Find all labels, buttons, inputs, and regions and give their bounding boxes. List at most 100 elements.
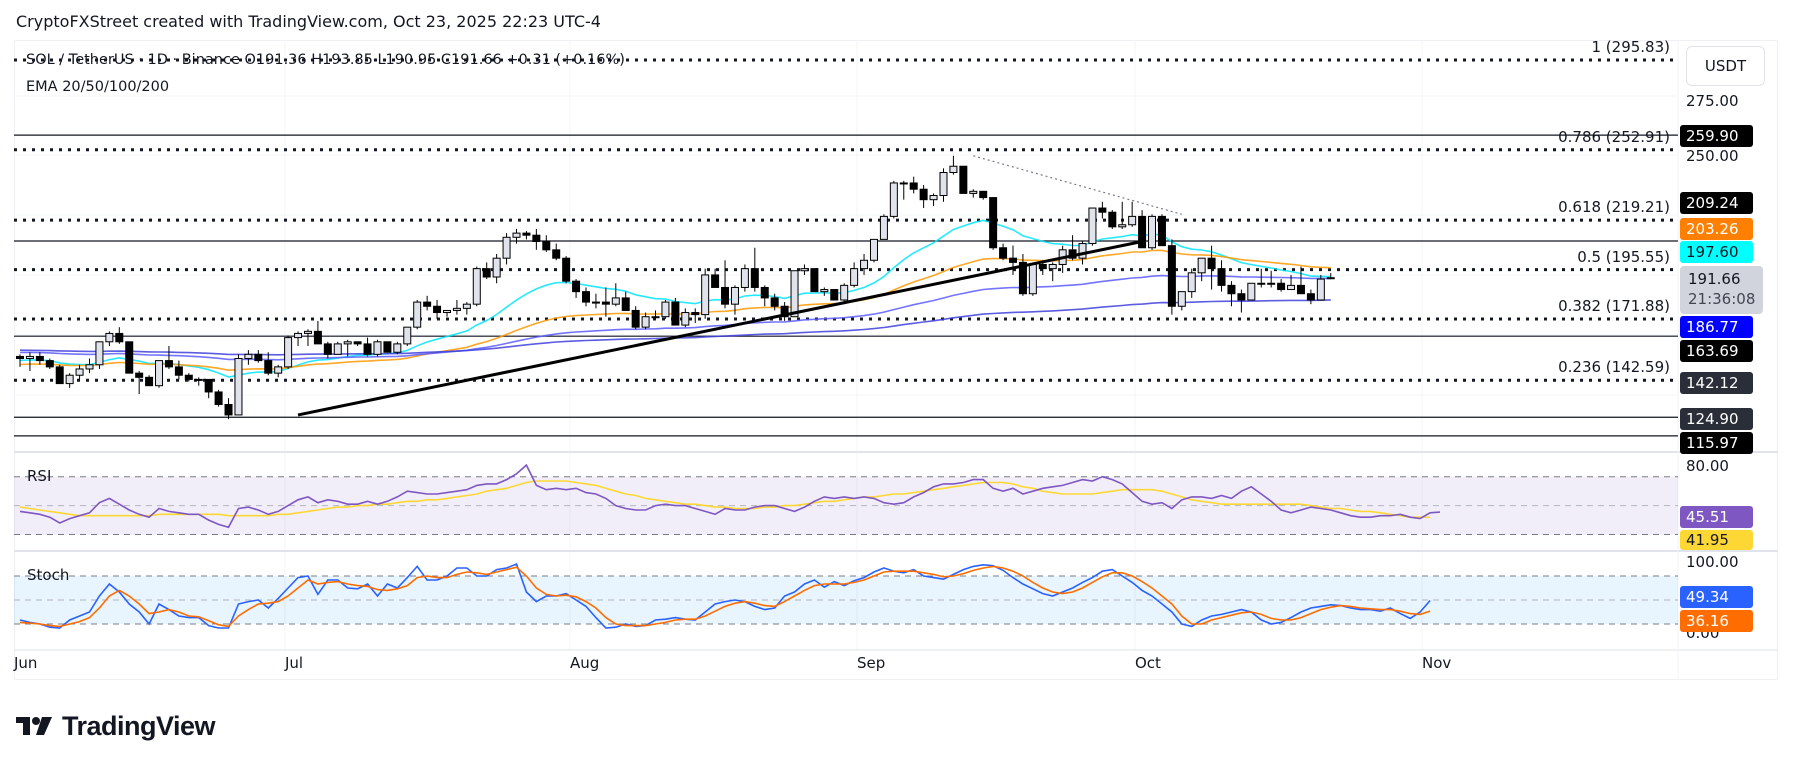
fib-level-label: 0.382 (171.88) <box>1558 297 1670 316</box>
candle-body-down <box>35 355 44 362</box>
candle <box>164 345 173 369</box>
candle-body-down <box>750 268 759 288</box>
candle <box>810 268 819 293</box>
candle <box>582 287 591 307</box>
candle <box>790 270 799 318</box>
candle <box>353 341 362 346</box>
candle <box>1277 279 1286 292</box>
candle <box>472 266 481 307</box>
candle <box>532 228 541 250</box>
currency-button[interactable]: USDT <box>1686 46 1765 86</box>
symbol-legend[interactable]: SOL / TetherUS · 1D · Binance O191.36 H1… <box>26 52 625 68</box>
candle <box>522 231 531 240</box>
candle-body-up <box>611 297 620 305</box>
ema-legend[interactable]: EMA 20/50/100/200 <box>26 79 170 95</box>
candle <box>462 302 471 315</box>
candle-body-down <box>135 372 144 378</box>
candle-body-down <box>572 280 581 293</box>
candle <box>840 283 849 305</box>
candle-body-up <box>1118 224 1127 228</box>
candle-body-up <box>65 374 74 385</box>
candle <box>869 238 878 263</box>
candle-body-down <box>621 297 630 311</box>
candle <box>1227 281 1236 307</box>
candle-body-down <box>174 366 183 376</box>
candle-body-up <box>800 268 809 272</box>
candle-body-up <box>879 215 888 240</box>
candle-body-up <box>105 332 114 343</box>
candle-body-down <box>214 391 223 405</box>
candle <box>760 285 769 307</box>
candle <box>423 295 432 311</box>
candle-body-up <box>820 289 829 293</box>
candle <box>1177 291 1186 311</box>
candle <box>979 190 988 200</box>
time-axis-label: Aug <box>570 654 600 672</box>
candle <box>145 375 154 387</box>
candle-body-down <box>16 355 24 360</box>
candle-body-down <box>1018 261 1027 295</box>
price-axis-tick: 250.00 <box>1686 147 1739 165</box>
stoch-title[interactable]: Stoch <box>27 566 70 584</box>
candle-body-up <box>413 301 422 328</box>
candle-body-up <box>1148 215 1157 249</box>
candle-body-down <box>423 301 432 307</box>
candle-body-down <box>780 305 789 318</box>
chart-frame[interactable] <box>14 40 1778 680</box>
candle <box>701 268 710 319</box>
candle <box>1098 201 1107 219</box>
candle-body-up <box>1287 284 1296 291</box>
candle-body-up <box>1247 282 1256 301</box>
candle-body-up <box>274 366 283 374</box>
candle-body-up <box>790 270 799 318</box>
candle-body-down <box>721 286 730 305</box>
fibonacci-levels-layer <box>14 58 1678 382</box>
candle-body-up <box>661 301 670 318</box>
stoch-pane <box>14 562 1678 629</box>
candle <box>621 291 630 311</box>
rsi-line <box>19 463 1441 529</box>
candle <box>591 293 600 309</box>
support-trendline <box>297 240 1143 417</box>
candle-body-up <box>869 238 878 261</box>
candle <box>492 254 501 284</box>
candle <box>989 197 998 250</box>
candle-body-down <box>810 268 819 293</box>
candle-body-down <box>1167 245 1176 307</box>
candle <box>542 235 551 252</box>
candle-body-down <box>55 366 64 385</box>
candle <box>502 233 511 265</box>
candle <box>1118 201 1127 229</box>
candle <box>999 243 1008 261</box>
candle-body-down <box>184 374 193 380</box>
candle-body-up <box>860 259 869 270</box>
candle-body-down <box>1157 215 1166 247</box>
candle-body-down <box>1277 282 1286 291</box>
fib-level-label: 1 (295.83) <box>1591 38 1670 56</box>
candle-body-up <box>502 236 511 259</box>
tag-163-69: 163.69 <box>1680 340 1753 362</box>
bar-countdown: 21:36:08 <box>1688 290 1756 308</box>
candle <box>780 302 789 321</box>
tradingview-logo[interactable]: TradingView <box>16 710 216 742</box>
candle <box>1048 262 1057 282</box>
candle-body-up <box>1128 215 1137 226</box>
rsi-title[interactable]: RSI <box>27 467 52 485</box>
rsi-ma-line <box>19 480 1431 519</box>
candle <box>562 256 571 284</box>
fib-level-label: 0.5 (195.55) <box>1577 247 1670 266</box>
candle-body-down <box>919 188 928 201</box>
candle-body-down <box>760 286 769 299</box>
candle <box>879 214 888 240</box>
candle-body-down <box>482 268 491 278</box>
candle-body-down <box>363 343 372 355</box>
tag-142-12: 142.12 <box>1680 372 1753 394</box>
rsi-value-tag: 45.51 <box>1680 506 1753 528</box>
candle-body-down <box>562 257 571 282</box>
candle <box>1267 270 1276 288</box>
candle-body-down <box>1009 257 1017 263</box>
candle-body-up <box>85 364 94 370</box>
candle-body-down <box>770 297 779 307</box>
candle <box>95 341 104 369</box>
